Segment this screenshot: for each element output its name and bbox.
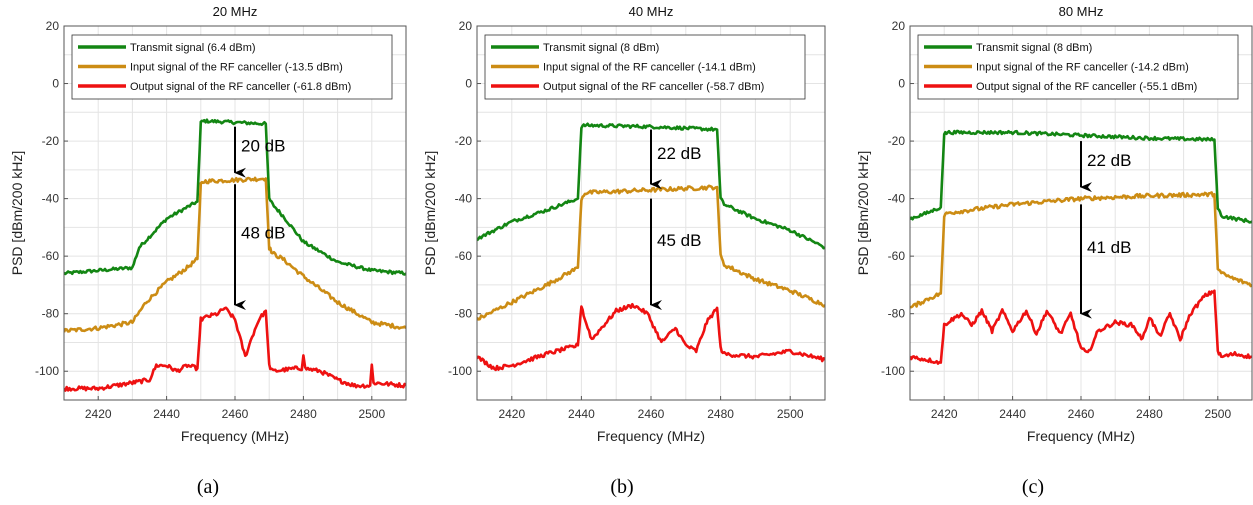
series-line-input [477,184,825,321]
x-tick-label: 2480 [1136,407,1163,421]
annotation-label: 22 dB [657,144,701,163]
legend: Transmit signal (6.4 dBm) Input signal of… [71,34,393,100]
series-line-transmit [910,129,1252,224]
y-axis-label: PSD [dBm/200 kHz] [422,151,438,276]
annotation-label: 20 dB [241,137,285,156]
y-tick-label: -40 [455,192,473,206]
x-tick-label: 2480 [707,407,734,421]
legend: Transmit signal (8 dBm) Input signal of t… [917,34,1239,100]
y-tick-label: 0 [52,77,59,91]
chart-panel-3: 2420 2440 2460 2480 2500 20 0 -20 -40 -60 -80 -100 8… [855,4,1253,444]
y-tick-label: -20 [455,134,473,148]
annotation-label: 45 dB [657,231,701,250]
x-tick-label: 2460 [1068,407,1095,421]
y-tick-label: -60 [888,249,906,263]
series-group [910,129,1252,365]
x-tick-label: 2420 [498,407,525,421]
legend-entry: Output signal of the RF canceller (-55.1… [976,81,1197,93]
chart-title: 20 MHz [213,4,258,19]
x-axis-label: Frequency (MHz) [1027,428,1135,444]
x-tick-label: 2500 [1204,407,1231,421]
chart-title: 40 MHz [629,4,674,19]
legend: Transmit signal (8 dBm) Input signal of t… [484,34,806,100]
series-group [477,122,825,372]
x-tick-label: 2420 [931,407,958,421]
series-line-output [64,306,406,392]
legend-entry: Input signal of the RF canceller (-14.1 … [543,62,756,74]
x-tick-label: 2500 [358,407,385,421]
y-axis-label: PSD [dBm/200 kHz] [855,151,871,276]
series-line-input [64,176,406,333]
y-tick-label: 20 [46,19,60,33]
y-tick-label: 0 [898,77,905,91]
series-line-output [910,289,1252,365]
x-tick-label: 2440 [999,407,1026,421]
subfigure-label-c: (c) [1021,476,1045,498]
x-tick-label: 2440 [568,407,595,421]
x-tick-label: 2500 [777,407,804,421]
x-axis-label: Frequency (MHz) [597,428,705,444]
series-line-input [910,191,1252,309]
chart-title: 80 MHz [1059,4,1104,19]
y-tick-label: -40 [42,192,60,206]
y-tick-label: 20 [892,19,906,33]
y-tick-label: -80 [42,307,60,321]
y-tick-label: -60 [455,249,473,263]
series-line-output [477,302,825,372]
subfigure-label-a: (a) [196,476,220,498]
annotation-label: 22 dB [1087,151,1131,170]
legend-entry: Input signal of the RF canceller (-14.2 … [976,62,1189,74]
y-axis-label: PSD [dBm/200 kHz] [9,151,25,276]
chart-panel-2: 2420 2440 2460 2480 2500 20 0 -20 -40 -60 -80 -100 4… [422,4,826,444]
x-tick-label: 2460 [222,407,249,421]
annotation-label: 41 dB [1087,238,1131,257]
y-tick-label: -20 [888,134,906,148]
y-tick-label: -80 [455,307,473,321]
y-tick-label: 20 [459,19,473,33]
y-tick-label: -100 [448,364,472,378]
legend-entry: Output signal of the RF canceller (-58.7… [543,81,764,93]
legend-entry: Transmit signal (6.4 dBm) [130,42,256,54]
annotation-label: 48 dB [241,224,285,243]
y-tick-label: -60 [42,249,60,263]
x-tick-label: 2440 [153,407,180,421]
legend-entry: Transmit signal (8 dBm) [976,42,1092,54]
y-tick-label: -100 [881,364,905,378]
legend-entry: Input signal of the RF canceller (-13.5 … [130,62,343,74]
x-tick-label: 2480 [290,407,317,421]
x-axis-label: Frequency (MHz) [181,428,289,444]
series-line-transmit [64,118,406,276]
series-group [64,118,406,392]
subfigure-label-b: (b) [610,476,634,498]
x-tick-label: 2460 [638,407,665,421]
x-tick-label: 2420 [85,407,112,421]
chart-panel-1: 2420 2440 2460 2480 2500 20 0 -20 -40 -60 -80 -100 2… [9,4,407,444]
y-tick-label: -20 [42,134,60,148]
legend-entry: Transmit signal (8 dBm) [543,42,659,54]
series-line-transmit [477,122,825,250]
y-tick-label: 0 [465,77,472,91]
y-tick-label: -100 [35,364,59,378]
legend-entry: Output signal of the RF canceller (-61.8… [130,81,351,93]
y-tick-label: -40 [888,192,906,206]
y-tick-label: -80 [888,307,906,321]
